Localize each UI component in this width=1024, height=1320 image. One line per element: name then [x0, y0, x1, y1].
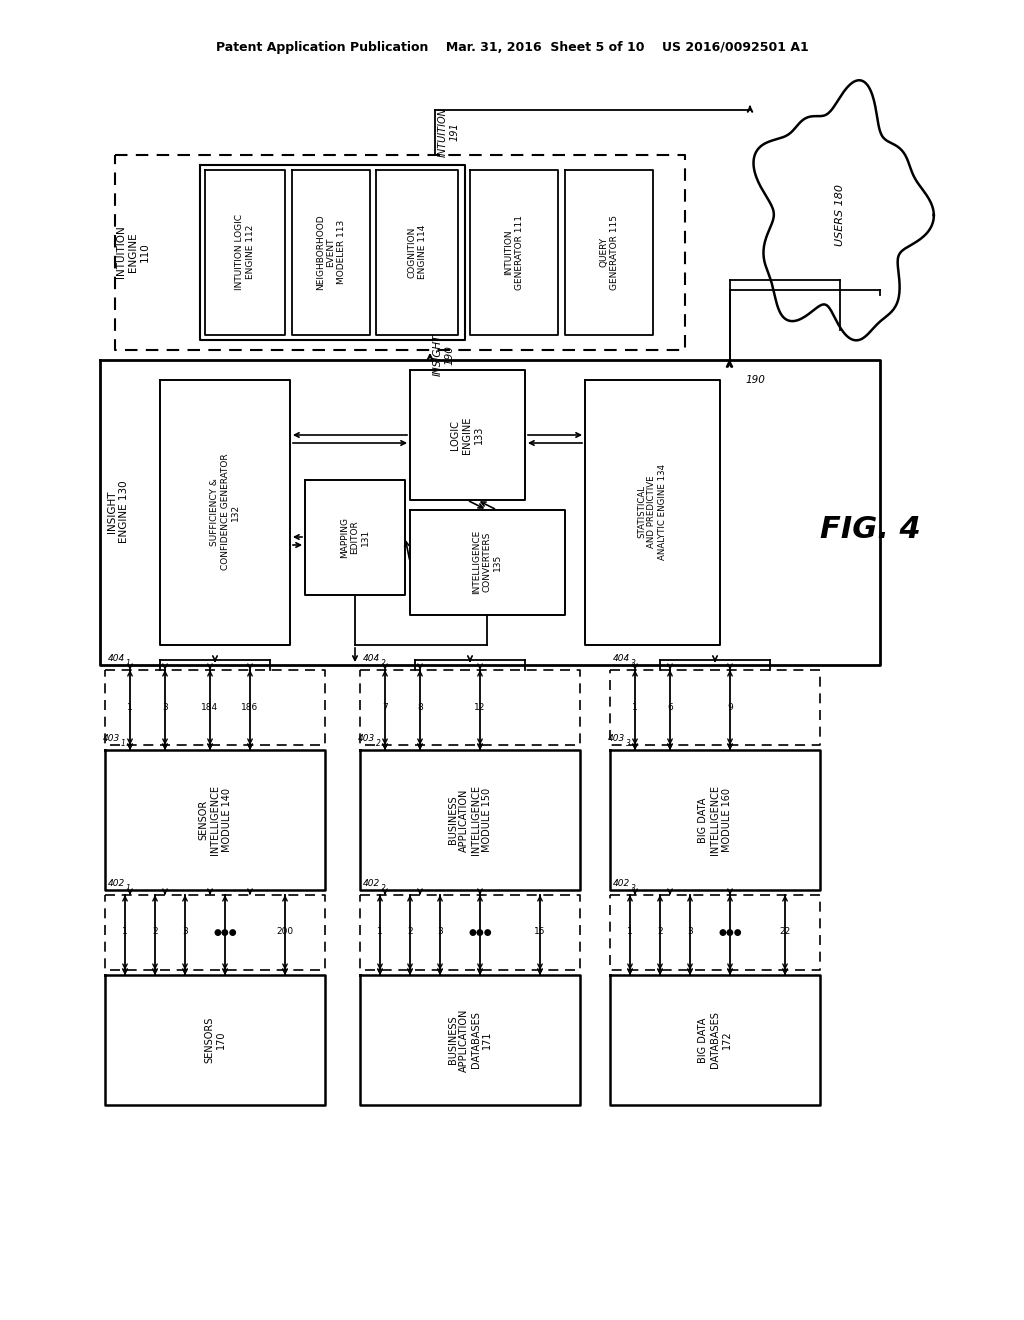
Text: 403: 403 [103, 734, 120, 743]
Text: SENSOR
INTELLIGENCE
MODULE 140: SENSOR INTELLIGENCE MODULE 140 [199, 785, 231, 855]
Polygon shape [105, 750, 325, 890]
Text: BUSINESS
APPLICATION
INTELLIGENCE
MODULE 150: BUSINESS APPLICATION INTELLIGENCE MODULE… [447, 785, 493, 855]
Text: 404: 404 [613, 653, 630, 663]
Polygon shape [565, 170, 653, 335]
Text: 15: 15 [535, 928, 546, 936]
Text: INSIGHT
190: INSIGHT 190 [433, 334, 455, 376]
Text: 184: 184 [202, 702, 218, 711]
Text: 2: 2 [381, 884, 386, 894]
Text: 402: 402 [613, 879, 630, 888]
Text: 1: 1 [127, 702, 133, 711]
Text: ●●●: ●●● [718, 928, 741, 936]
Polygon shape [160, 380, 290, 645]
Text: 2: 2 [153, 928, 158, 936]
Text: INSIGHT
ENGINE 130: INSIGHT ENGINE 130 [108, 480, 129, 544]
Text: 3: 3 [631, 659, 636, 668]
Text: STATISTICAL
AND PREDICTIVE
ANALYTIC ENGINE 134: STATISTICAL AND PREDICTIVE ANALYTIC ENGI… [637, 463, 667, 560]
Polygon shape [610, 975, 820, 1105]
Text: BIG DATA
DATABASES
172: BIG DATA DATABASES 172 [698, 1011, 731, 1068]
Text: 402: 402 [108, 879, 125, 888]
Text: 3: 3 [687, 928, 693, 936]
Text: 2: 2 [408, 928, 413, 936]
Text: 1: 1 [627, 928, 633, 936]
Text: INTUITION LOGIC
ENGINE 112: INTUITION LOGIC ENGINE 112 [236, 214, 255, 290]
Text: 186: 186 [242, 702, 259, 711]
Polygon shape [100, 360, 880, 665]
Text: ●●●: ●●● [468, 928, 492, 936]
Polygon shape [115, 154, 685, 350]
Polygon shape [610, 671, 820, 744]
Text: 2: 2 [381, 659, 386, 668]
Text: 9: 9 [727, 702, 733, 711]
Text: MAPPING
EDITOR
131: MAPPING EDITOR 131 [340, 516, 370, 557]
Text: 7: 7 [382, 702, 388, 711]
Text: BUSINESS
APPLICATION
DATABASES
171: BUSINESS APPLICATION DATABASES 171 [447, 1008, 493, 1072]
Text: 402: 402 [362, 879, 380, 888]
Text: NEIGHBORHOOD
EVENT
MODELER 113: NEIGHBORHOOD EVENT MODELER 113 [316, 214, 346, 290]
Polygon shape [105, 895, 325, 970]
Polygon shape [292, 170, 370, 335]
Text: INTELLIGENCE
CONVERTERS
135: INTELLIGENCE CONVERTERS 135 [472, 529, 502, 594]
Polygon shape [360, 895, 580, 970]
Text: 1: 1 [377, 928, 383, 936]
Polygon shape [105, 975, 325, 1105]
Polygon shape [360, 671, 580, 744]
Text: 3: 3 [182, 928, 187, 936]
Polygon shape [470, 170, 558, 335]
Text: QUERY
GENERATOR 115: QUERY GENERATOR 115 [599, 214, 618, 289]
Text: 1: 1 [122, 928, 128, 936]
Text: 1: 1 [126, 884, 131, 894]
Polygon shape [305, 480, 406, 595]
Polygon shape [410, 370, 525, 500]
Text: 404: 404 [108, 653, 125, 663]
Text: 3: 3 [437, 928, 442, 936]
Text: USERS 180: USERS 180 [835, 183, 845, 246]
Text: BIG DATA
INTELLIGENCE
MODULE 160: BIG DATA INTELLIGENCE MODULE 160 [698, 785, 731, 855]
Polygon shape [105, 671, 325, 744]
Text: 2: 2 [657, 928, 663, 936]
Text: 12: 12 [474, 702, 485, 711]
Text: 403: 403 [358, 734, 375, 743]
Polygon shape [360, 975, 580, 1105]
Polygon shape [376, 170, 458, 335]
Text: 404: 404 [362, 653, 380, 663]
Text: 403: 403 [608, 734, 626, 743]
Text: 1: 1 [121, 739, 126, 748]
Text: 8: 8 [417, 702, 423, 711]
Text: 1: 1 [126, 659, 131, 668]
Text: 3: 3 [631, 884, 636, 894]
Polygon shape [410, 510, 565, 615]
Text: ●●●: ●●● [213, 928, 237, 936]
Text: 1: 1 [632, 702, 638, 711]
Polygon shape [360, 750, 580, 890]
Text: COGNITION
ENGINE 114: COGNITION ENGINE 114 [408, 224, 427, 280]
Text: INTUITION
191: INTUITION 191 [438, 107, 460, 157]
Polygon shape [585, 380, 720, 645]
Text: 200: 200 [276, 928, 294, 936]
Text: 6: 6 [667, 702, 673, 711]
Text: 190: 190 [745, 375, 765, 385]
Polygon shape [200, 165, 465, 341]
Polygon shape [610, 750, 820, 890]
Text: LOGIC
ENGINE
133: LOGIC ENGINE 133 [451, 416, 483, 454]
Text: SUFFICIENCY &
CONFIDENCE GENERATOR
132: SUFFICIENCY & CONFIDENCE GENERATOR 132 [210, 454, 240, 570]
Text: INTUITION
ENGINE
110: INTUITION ENGINE 110 [117, 226, 150, 279]
Text: 3: 3 [626, 739, 631, 748]
Text: FIG. 4: FIG. 4 [819, 516, 921, 544]
Text: INTUITION
GENERATOR 111: INTUITION GENERATOR 111 [504, 214, 523, 289]
Text: 2: 2 [376, 739, 381, 748]
Polygon shape [205, 170, 285, 335]
Text: SENSORS
170: SENSORS 170 [204, 1016, 226, 1063]
Polygon shape [754, 81, 934, 341]
Polygon shape [610, 895, 820, 970]
Text: 3: 3 [162, 702, 168, 711]
Text: Patent Application Publication    Mar. 31, 2016  Sheet 5 of 10    US 2016/009250: Patent Application Publication Mar. 31, … [216, 41, 808, 54]
Text: 22: 22 [779, 928, 791, 936]
